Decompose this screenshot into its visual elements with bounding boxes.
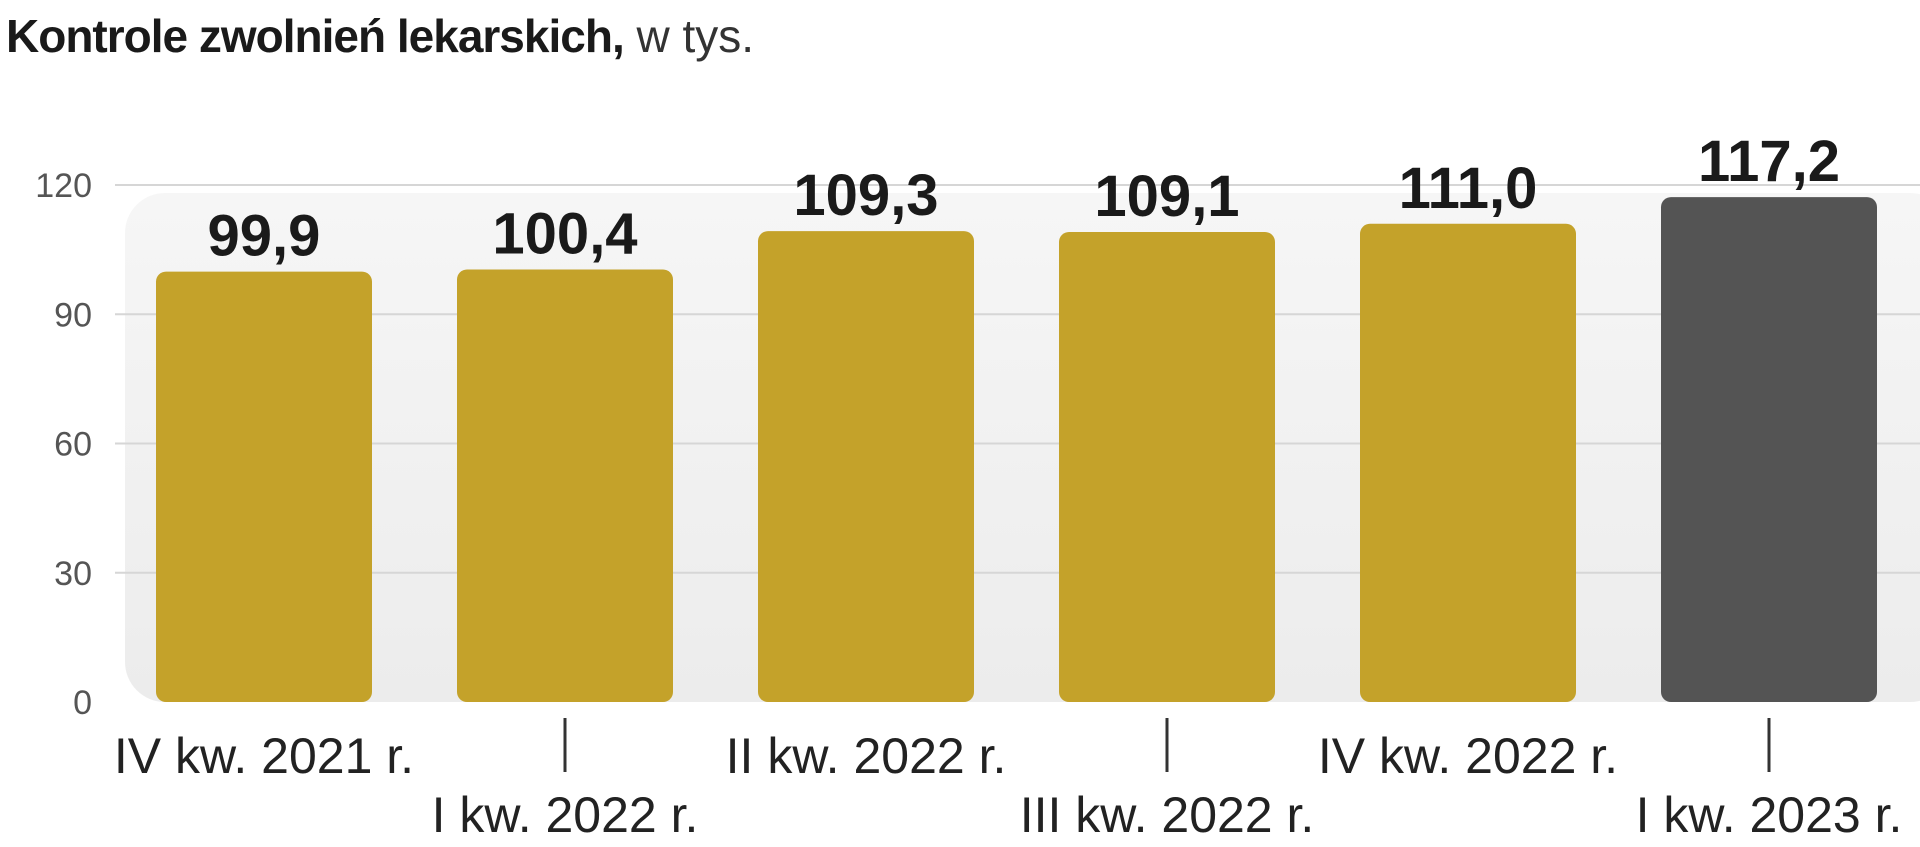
value-label-5: 117,2 — [1698, 129, 1840, 194]
y-tick-label: 90 — [54, 296, 92, 334]
value-label-3: 109,1 — [1094, 164, 1239, 229]
bars — [156, 197, 1877, 703]
y-axis-ticks: 0 30 60 90 120 — [35, 167, 92, 722]
category-label-3: III kw. 2022 r. — [1020, 787, 1315, 843]
value-label-1: 100,4 — [492, 201, 637, 266]
plot-background — [125, 193, 1920, 702]
chart-title-unit: w tys. — [623, 10, 755, 62]
bar-0 — [156, 271, 372, 702]
bar-5 — [1661, 197, 1877, 702]
value-label-0: 99,9 — [208, 204, 321, 269]
y-tick-label: 60 — [54, 426, 92, 464]
y-tick-label: 30 — [54, 555, 92, 593]
category-label-4: IV kw. 2022 r. — [1318, 728, 1618, 784]
gridlines — [115, 184, 1920, 574]
plot-area — [125, 193, 1920, 702]
value-label-2: 109,3 — [793, 163, 938, 228]
category-label-5: I kw. 2023 r. — [1636, 787, 1903, 843]
y-tick-label: 120 — [35, 167, 92, 205]
chart-title: Kontrole zwolnień lekarskich, w tys. — [6, 6, 754, 66]
bar-3 — [1059, 231, 1275, 703]
category-label-1: I kw. 2022 r. — [432, 787, 699, 843]
chart-title-main: Kontrole zwolnień lekarskich, — [6, 10, 625, 62]
bar-1 — [457, 269, 673, 702]
bar-2 — [758, 231, 974, 702]
x-axis-labels: IV kw. 2021 r. I kw. 2022 r. II kw. 2022 r… — [114, 718, 1903, 843]
value-labels: 99,9 100,4 109,3 109,1 111,0 117,2 — [208, 129, 1840, 269]
value-label-4: 111,0 — [1399, 156, 1538, 221]
category-label-2: II kw. 2022 r. — [726, 728, 1007, 784]
y-tick-label: 0 — [73, 684, 92, 722]
category-label-0: IV kw. 2021 r. — [114, 728, 414, 784]
bar-4 — [1360, 223, 1576, 702]
